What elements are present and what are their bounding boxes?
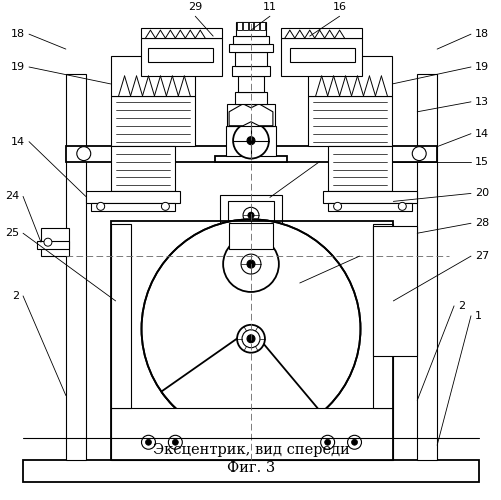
- Bar: [225, 126, 276, 156]
- Circle shape: [324, 440, 330, 446]
- Text: 24: 24: [5, 192, 19, 202]
- Bar: [37, 241, 69, 249]
- Bar: [307, 56, 392, 96]
- Wedge shape: [161, 329, 321, 438]
- Bar: [322, 192, 416, 203]
- Circle shape: [246, 136, 255, 144]
- Bar: [41, 242, 69, 256]
- Bar: [215, 156, 286, 162]
- Bar: [86, 192, 180, 203]
- Circle shape: [222, 236, 279, 292]
- Bar: [327, 146, 392, 192]
- Text: 11: 11: [263, 2, 277, 12]
- Circle shape: [97, 202, 105, 210]
- Bar: [373, 226, 416, 356]
- Circle shape: [347, 436, 361, 449]
- Bar: [237, 76, 264, 92]
- Text: 29: 29: [188, 2, 202, 12]
- Bar: [110, 408, 393, 460]
- Bar: [260, 22, 265, 30]
- Bar: [140, 38, 221, 76]
- Text: 15: 15: [474, 156, 488, 166]
- Circle shape: [145, 440, 151, 446]
- Bar: [140, 28, 221, 38]
- Bar: [236, 22, 241, 30]
- Circle shape: [77, 146, 91, 160]
- Bar: [23, 460, 478, 482]
- Bar: [232, 36, 269, 44]
- Text: 25: 25: [5, 228, 19, 238]
- Bar: [41, 228, 69, 242]
- Text: 16: 16: [332, 2, 346, 12]
- Bar: [110, 56, 195, 96]
- Circle shape: [161, 202, 169, 210]
- Circle shape: [44, 238, 52, 246]
- Bar: [110, 224, 130, 408]
- Bar: [110, 222, 393, 460]
- Bar: [248, 22, 253, 30]
- Circle shape: [411, 146, 425, 160]
- Circle shape: [333, 202, 341, 210]
- Bar: [234, 52, 267, 66]
- Text: 20: 20: [474, 188, 488, 198]
- Circle shape: [320, 436, 334, 449]
- Bar: [327, 204, 411, 212]
- Text: 18: 18: [474, 29, 488, 39]
- Text: 28: 28: [474, 218, 488, 228]
- Polygon shape: [228, 104, 273, 126]
- Text: 14: 14: [11, 136, 25, 146]
- Bar: [416, 74, 436, 460]
- Bar: [235, 22, 266, 36]
- Bar: [228, 44, 273, 52]
- Bar: [231, 66, 270, 76]
- Circle shape: [172, 440, 178, 446]
- Circle shape: [246, 260, 255, 268]
- Circle shape: [141, 436, 155, 449]
- Text: 2: 2: [12, 291, 19, 301]
- Bar: [289, 48, 354, 62]
- Text: 1: 1: [474, 311, 481, 321]
- Bar: [254, 22, 259, 30]
- Text: Фиг. 3: Фиг. 3: [226, 461, 275, 475]
- Circle shape: [242, 208, 259, 224]
- Text: 19: 19: [474, 62, 488, 72]
- Bar: [110, 146, 175, 192]
- Circle shape: [351, 440, 357, 446]
- Bar: [242, 22, 247, 30]
- Text: 2: 2: [457, 301, 464, 311]
- Bar: [280, 28, 362, 38]
- Bar: [234, 92, 267, 104]
- Bar: [110, 96, 195, 146]
- Text: 13: 13: [474, 97, 488, 107]
- Bar: [227, 202, 274, 231]
- Bar: [66, 74, 86, 460]
- Text: Эксцентрик, вид спереди: Эксцентрик, вид спереди: [152, 443, 349, 457]
- Bar: [280, 38, 362, 76]
- Circle shape: [232, 122, 269, 158]
- Bar: [228, 224, 273, 249]
- Circle shape: [240, 254, 261, 274]
- Bar: [91, 204, 175, 212]
- Circle shape: [141, 220, 360, 438]
- Text: 27: 27: [474, 251, 488, 261]
- Bar: [226, 104, 275, 126]
- Bar: [148, 48, 213, 62]
- Circle shape: [246, 335, 255, 342]
- Text: 18: 18: [11, 29, 25, 39]
- Bar: [66, 146, 436, 162]
- Circle shape: [168, 436, 182, 449]
- Bar: [307, 96, 392, 146]
- Circle shape: [247, 212, 254, 218]
- Circle shape: [236, 325, 265, 352]
- Bar: [373, 224, 393, 408]
- Circle shape: [241, 330, 260, 347]
- Text: 14: 14: [474, 128, 488, 138]
- Text: 19: 19: [11, 62, 25, 72]
- Circle shape: [397, 202, 405, 210]
- Bar: [220, 196, 281, 235]
